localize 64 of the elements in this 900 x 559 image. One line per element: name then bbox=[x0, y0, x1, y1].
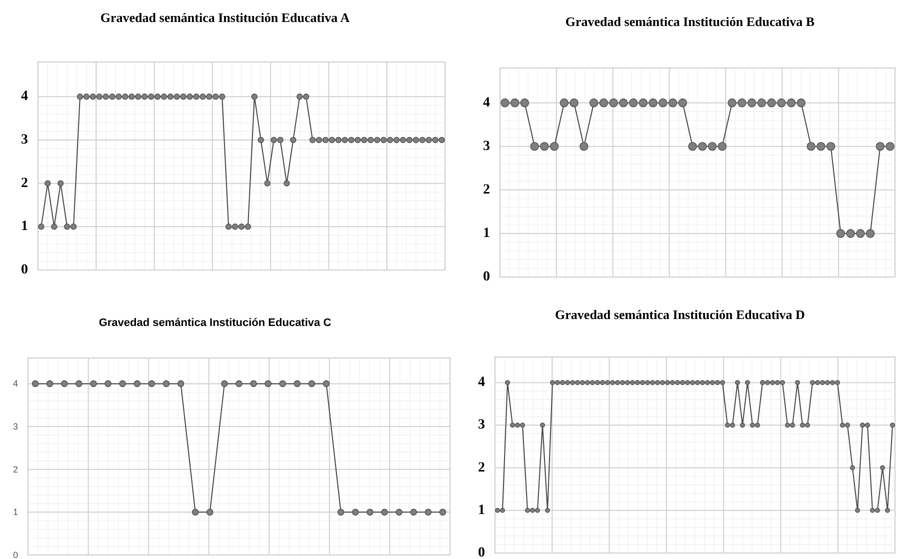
point bbox=[560, 98, 569, 108]
point bbox=[738, 98, 746, 108]
y-tick-label: 2 bbox=[483, 182, 490, 198]
point bbox=[826, 142, 836, 151]
point bbox=[836, 229, 846, 238]
point bbox=[708, 142, 717, 151]
y-tick-label: 1 bbox=[21, 219, 28, 234]
point bbox=[510, 98, 520, 108]
point bbox=[688, 142, 697, 151]
point bbox=[609, 98, 618, 108]
point bbox=[846, 229, 855, 238]
point bbox=[796, 98, 806, 108]
point bbox=[816, 142, 826, 151]
point bbox=[876, 142, 885, 151]
point bbox=[628, 98, 638, 108]
y-tick-label: 3 bbox=[483, 138, 490, 154]
y-tick-label: 4 bbox=[12, 378, 18, 389]
y-tick-label: 0 bbox=[12, 550, 18, 559]
point bbox=[658, 98, 668, 108]
point bbox=[638, 98, 648, 108]
point bbox=[806, 142, 816, 151]
y-tick-label: 4 bbox=[21, 89, 28, 104]
point bbox=[520, 98, 530, 108]
chart-title: Gravedad semántica Institución Educativa C bbox=[98, 317, 332, 329]
point bbox=[580, 142, 588, 151]
y-tick-label: 1 bbox=[483, 226, 490, 241]
y-tick-label: 3 bbox=[21, 132, 28, 148]
y-tick-label: 0 bbox=[21, 262, 28, 278]
point bbox=[718, 142, 727, 151]
point bbox=[619, 98, 628, 108]
point bbox=[668, 98, 678, 108]
point bbox=[866, 229, 875, 238]
y-tick-label: 4 bbox=[483, 95, 490, 110]
y-tick-label: 1 bbox=[478, 502, 485, 518]
point bbox=[786, 98, 796, 108]
y-tick-label: 0 bbox=[478, 546, 485, 559]
chart-title: Gravedad semántica Institución Educativa D bbox=[555, 307, 805, 322]
y-tick-label: 2 bbox=[478, 460, 485, 476]
point bbox=[886, 142, 894, 151]
y-tick-label: 3 bbox=[12, 422, 18, 432]
point bbox=[540, 142, 549, 151]
chart-title: Gravedad semántica Institución Educativa B bbox=[565, 14, 815, 29]
point bbox=[530, 142, 539, 151]
point bbox=[550, 142, 559, 151]
y-tick-label: 0 bbox=[483, 270, 490, 284]
point bbox=[500, 98, 510, 108]
y-tick-label: 3 bbox=[478, 418, 485, 433]
y-tick-label: 4 bbox=[478, 375, 485, 390]
point bbox=[856, 229, 865, 238]
y-tick-label: 2 bbox=[21, 176, 28, 191]
point bbox=[648, 98, 658, 108]
point bbox=[777, 98, 786, 108]
point bbox=[757, 98, 766, 108]
point bbox=[767, 98, 776, 108]
point bbox=[599, 98, 608, 108]
y-tick-label: 2 bbox=[12, 464, 18, 474]
point bbox=[698, 142, 707, 151]
point bbox=[747, 98, 756, 108]
chart-title: Gravedad semántica Institución Educativa A bbox=[100, 10, 350, 25]
y-tick-label: 1 bbox=[12, 507, 18, 518]
point bbox=[728, 98, 736, 108]
point bbox=[589, 98, 598, 108]
point bbox=[678, 98, 688, 108]
point bbox=[570, 98, 578, 108]
